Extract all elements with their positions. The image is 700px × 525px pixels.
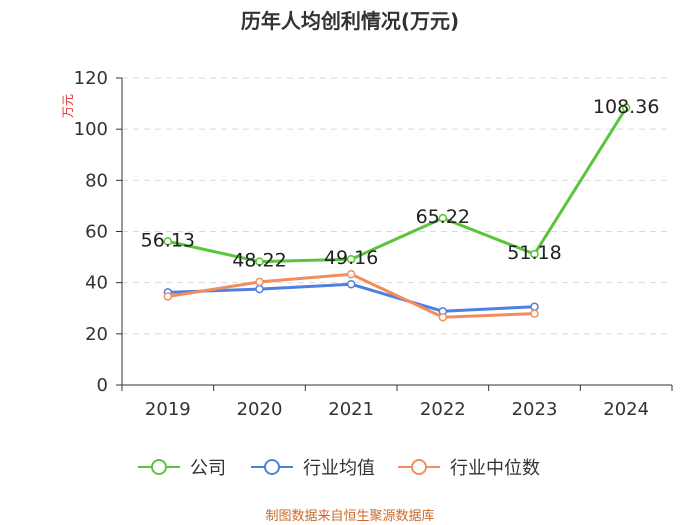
y-tick-label-20: 20 <box>85 324 108 345</box>
point-company-2024 <box>621 103 631 113</box>
axes: 0 20 40 60 80 100 120 2019 2020 2021 2022 2023 2024 <box>74 68 673 420</box>
legend-item-company[interactable]: 公司 <box>138 458 226 479</box>
y-tick-label-80: 80 <box>85 170 108 191</box>
legend[interactable]: 公司 行业均值 行业中位数 <box>138 458 540 479</box>
point-industry_median-2019 <box>163 292 173 301</box>
x-tick-label-2022: 2022 <box>420 399 466 420</box>
series <box>163 103 631 322</box>
legend-label-company: 公司 <box>190 458 226 479</box>
data-label-company-2024: 108.36 <box>593 96 659 118</box>
x-tick-label-2021: 2021 <box>328 399 374 420</box>
point-industry_median-2022 <box>438 312 448 322</box>
point-company-2019 <box>163 237 173 246</box>
data-label-company-2023: 51.18 <box>507 242 561 264</box>
point-industry_median-2021 <box>346 269 356 279</box>
legend-marker-industry_median <box>411 459 427 475</box>
point-industry_median-2020 <box>255 277 264 287</box>
x-tick-label-2019: 2019 <box>145 399 191 420</box>
point-industry_avg-2023 <box>530 302 539 311</box>
point-company-2023 <box>530 249 539 259</box>
point-company-2022 <box>438 213 448 223</box>
x-tick-label-2023: 2023 <box>512 399 558 420</box>
data-label-company-2019: 56.13 <box>141 229 195 251</box>
data-labels: 56.13 48.22 49.16 65.22 51.18 108.36 <box>141 96 660 272</box>
legend-label-industry_avg: 行业均值 <box>303 458 375 479</box>
y-tick-label-40: 40 <box>85 273 108 294</box>
y-tick-label-120: 120 <box>74 68 108 89</box>
legend-marker-industry_avg <box>264 459 280 475</box>
legend-item-industry_avg[interactable]: 行业均值 <box>251 458 375 479</box>
point-company-2021 <box>346 254 356 264</box>
y-axis-label: 万元 <box>61 94 75 118</box>
x-tick-label-2020: 2020 <box>237 399 283 420</box>
source-note: 制图数据来自恒生聚源数据库 <box>265 508 434 524</box>
data-label-company-2022: 65.22 <box>416 206 470 228</box>
point-industry_avg-2020 <box>255 284 264 294</box>
chart-title: 历年人均创利情况(万元) <box>241 9 459 33</box>
y-tick-label-0: 0 <box>97 375 108 396</box>
x-tick-label-2024: 2024 <box>603 399 649 420</box>
point-company-2020 <box>255 257 264 266</box>
series-line-company <box>167 107 628 264</box>
legend-marker-company <box>151 459 167 475</box>
point-industry_median-2023 <box>530 309 539 318</box>
data-label-company-2021: 49.16 <box>324 247 378 269</box>
legend-item-industry_median[interactable]: 行业中位数 <box>398 458 540 479</box>
data-label-company-2020: 48.22 <box>232 250 286 272</box>
legend-label-industry_median: 行业中位数 <box>450 458 540 479</box>
point-industry_avg-2021 <box>346 279 356 289</box>
y-tick-label-100: 100 <box>74 119 108 140</box>
y-tick-label-60: 60 <box>85 222 108 243</box>
grid <box>122 77 672 335</box>
